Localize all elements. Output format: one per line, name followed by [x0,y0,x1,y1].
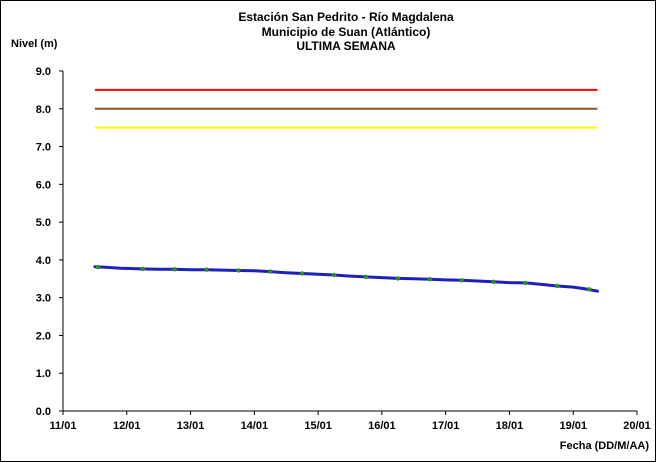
y-tick-label: 4.0 [36,255,51,267]
level-marker-point [299,271,305,276]
x-tick-label: 17/01 [432,420,460,432]
x-tick-label: 18/01 [496,420,524,432]
x-tick-label: 20/01 [623,420,651,432]
level-marker-point [236,268,241,273]
x-tick-label: 11/01 [50,420,77,432]
level-marker-point [427,276,432,282]
y-tick-label: 3.0 [36,293,51,305]
level-marker-point [363,274,369,280]
level-marker-point [395,276,401,281]
y-tick-label: 0.0 [36,406,51,418]
level-marker-point [95,264,101,270]
y-axis-label: Nivel (m) [11,38,58,50]
x-tick-label: 16/01 [368,420,396,432]
level-marker-point [204,267,209,272]
level-marker-point [523,280,528,286]
y-tick-label: 2.0 [36,330,51,342]
level-marker-point [331,272,337,278]
chart-title-line-2: Municipio de Suan (Atlántico) [262,25,431,39]
level-marker-point [172,267,177,272]
chart-title-line-1: Estación San Pedrito - Río Magdalena [238,10,454,24]
level-marker-point [491,279,496,284]
y-tick-label: 1.0 [36,368,51,380]
level-marker-point [555,283,560,289]
x-tick-label: 14/01 [241,420,269,432]
x-tick-label: 19/01 [559,420,587,432]
chart-title-line-3: ULTIMA SEMANA [296,39,396,53]
level-marker-point [140,266,145,272]
y-tick-label: 9.0 [36,66,51,78]
y-tick-label: 8.0 [36,104,51,116]
level-marker-point [459,278,464,283]
x-tick-label: 13/01 [177,420,205,432]
x-axis-label: Fecha (DD/M/AA) [560,440,650,452]
level-marker-point [586,287,592,292]
x-tick-label: 12/01 [113,420,141,432]
level-series-line [93,265,599,293]
level-marker-point [268,269,273,274]
x-tick-label: 15/01 [304,420,332,432]
y-tick-label: 5.0 [36,217,51,229]
y-tick-label: 7.0 [36,142,51,154]
y-tick-label: 6.0 [36,179,51,191]
plot-area: 0.0 1.0 2.0 3.0 4.0 5.0 6.0 7.0 8.0 9.0 11/01 12/01… [36,66,651,432]
